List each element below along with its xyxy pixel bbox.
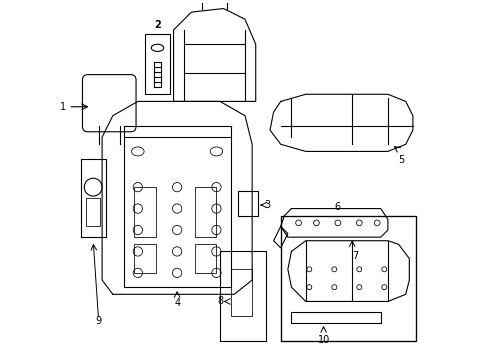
Text: 1: 1 xyxy=(60,102,66,112)
Bar xyxy=(231,269,252,316)
Text: 4: 4 xyxy=(174,298,180,308)
Text: 9: 9 xyxy=(96,316,101,327)
Bar xyxy=(134,244,156,273)
Bar xyxy=(134,187,156,237)
Text: 6: 6 xyxy=(335,202,341,212)
Bar xyxy=(86,198,100,226)
Bar xyxy=(195,187,217,237)
Bar xyxy=(195,244,217,273)
Text: 3: 3 xyxy=(265,200,271,210)
Bar xyxy=(281,216,416,341)
Text: 10: 10 xyxy=(318,336,330,345)
Bar xyxy=(238,191,258,216)
Text: 8: 8 xyxy=(218,296,223,306)
Text: 7: 7 xyxy=(352,251,358,261)
Text: 2: 2 xyxy=(154,20,161,30)
Text: 5: 5 xyxy=(398,155,405,165)
